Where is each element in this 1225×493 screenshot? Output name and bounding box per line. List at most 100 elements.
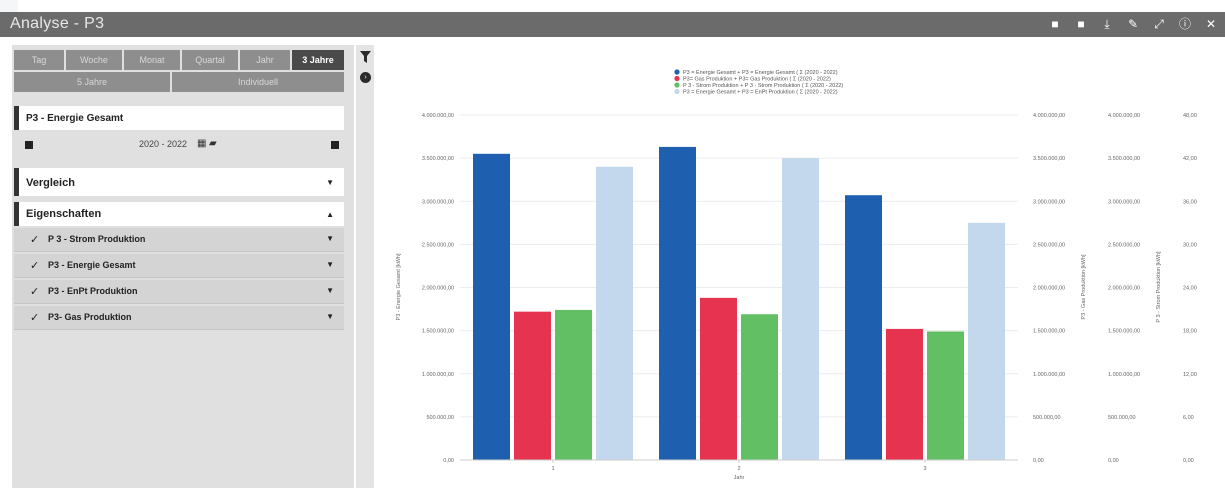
expand-icon[interactable]: ⤢	[1154, 17, 1164, 31]
property-item[interactable]: ✓ P3 - EnPt Produktion ▼	[14, 280, 344, 304]
chevron-down-icon[interactable]: ▼	[326, 312, 334, 321]
y-right-tick-label: 48,00	[1183, 113, 1197, 119]
eigenschaften-title: Eigenschaften	[26, 208, 102, 220]
chevron-down-icon[interactable]: ▼	[326, 178, 334, 187]
close-icon[interactable]: ✕	[1205, 17, 1217, 31]
chart-axes: 0,00 500.000,00 1.000.000,00 1.500.000,00 2.…	[396, 113, 1197, 481]
x-axis-label: Jahr	[734, 475, 745, 481]
check-icon[interactable]: ✓	[30, 260, 40, 272]
y-right-tick-label: 0,00	[1033, 458, 1044, 464]
y-right-tick-label: 36,00	[1183, 199, 1197, 205]
legend-marker	[674, 82, 680, 88]
y-right-tick-label: 0,00	[1183, 458, 1194, 464]
vergleich-title: Vergleich	[26, 177, 75, 189]
y-right-tick-label: 1.500.000,00	[1033, 329, 1065, 335]
bookmark-add-icon[interactable]: ■	[1077, 17, 1085, 31]
vergleich-section[interactable]: Vergleich ▼	[14, 168, 344, 196]
bar	[596, 166, 633, 460]
period-individuell-button[interactable]: Individuell	[172, 72, 344, 92]
chevron-down-icon[interactable]: ▼	[326, 260, 334, 269]
y-right-tick-label: 2.000.000,00	[1033, 286, 1065, 292]
y-right-tick-label: 1.000.000,00	[1108, 372, 1140, 378]
y-tick-label: 3.500.000,00	[422, 156, 454, 162]
chevron-right-circle-icon[interactable]: ›	[360, 72, 371, 83]
title-actions: ■ ■ ⤓ ✎ ⤢ ⓘ ✕	[1047, 16, 1219, 32]
window-title: Analyse - P3	[10, 15, 105, 32]
bar	[886, 328, 923, 460]
bar	[927, 331, 964, 460]
eigenschaften-section[interactable]: Eigenschaften ▲	[14, 202, 344, 226]
y-tick-label: 0,00	[443, 458, 454, 464]
bar	[845, 195, 882, 460]
period-3-jahre-button[interactable]: 3 Jahre	[292, 50, 344, 70]
bar	[782, 158, 819, 460]
y-right-tick-label: 4.000.000,00	[1033, 113, 1065, 119]
lock-icon[interactable]: ▰	[209, 138, 217, 149]
legend-marker	[674, 69, 680, 75]
legend-marker	[674, 75, 680, 82]
y-right-tick-label: 2.000.000,00	[1108, 286, 1140, 292]
download-icon[interactable]: ⤓	[1104, 17, 1110, 31]
y-right-tick-label: 24,00	[1183, 286, 1197, 292]
y-right-tick-label: 2.500.000,00	[1033, 242, 1065, 248]
bookmark-icon[interactable]: ■	[1051, 17, 1059, 31]
prev-period-icon[interactable]	[25, 141, 33, 149]
bar	[700, 297, 737, 460]
calendar-icon[interactable]: ▦	[197, 138, 207, 149]
y-right-tick-label: 500.000,00	[1108, 415, 1136, 421]
chevron-down-icon[interactable]: ▼	[326, 286, 334, 295]
y-right-tick-label: 42,00	[1183, 156, 1197, 162]
period-row-2: 5 Jahre Individuell	[14, 72, 344, 92]
legend-label: P3= Gas Produktion + P3= Gas Produktion …	[683, 77, 831, 83]
check-icon[interactable]: ✓	[30, 312, 40, 324]
legend-label: P3 = Energie Gesamt + P3 = EnPt Produkti…	[683, 90, 838, 96]
y-tick-label: 500.000,00	[426, 415, 454, 421]
edit-icon[interactable]: ✎	[1127, 17, 1139, 31]
property-item[interactable]: ✓ P3- Gas Produktion ▼	[14, 306, 344, 330]
y-right-axis-label: P3 - Gas Produktion [kWh]	[1081, 254, 1087, 320]
y-right-tick-label: 6,00	[1183, 415, 1194, 421]
chevron-up-icon[interactable]: ▲	[326, 210, 334, 219]
period-5-jahre-button[interactable]: 5 Jahre	[14, 72, 170, 92]
chevron-down-icon[interactable]: ▼	[326, 234, 334, 243]
section-marker	[14, 202, 19, 226]
property-label: P3 - EnPt Produktion	[48, 286, 138, 296]
y-tick-label: 3.000.000,00	[422, 199, 454, 205]
y-right-tick-label: 4.000.000,00	[1108, 113, 1140, 119]
period-quartal-button[interactable]: Quartal	[182, 50, 238, 70]
period-monat-button[interactable]: Monat	[124, 50, 180, 70]
property-item[interactable]: ✓ P 3 - Strom Produktion ▼	[14, 228, 344, 252]
info-icon[interactable]: ⓘ	[1178, 17, 1191, 31]
legend-marker	[674, 88, 680, 95]
y-axis-label: P3 - Energie Gesamt [kWh]	[396, 253, 402, 320]
legend-label: P3 = Energie Gesamt + P3 = Energie Gesam…	[683, 70, 838, 76]
period-jahr-button[interactable]: Jahr	[240, 50, 290, 70]
x-tick-label: 1	[551, 466, 554, 472]
y-right-tick-label: 0,00	[1108, 458, 1119, 464]
period-tag-button[interactable]: Tag	[14, 50, 64, 70]
y-right-tick-label: 2.500.000,00	[1108, 242, 1140, 248]
bar-chart: P3 = Energie Gesamt + P3 = Energie Gesam…	[396, 69, 1197, 481]
bar	[555, 309, 592, 460]
y-tick-label: 2.000.000,00	[422, 286, 454, 292]
bar	[473, 153, 510, 460]
section-marker	[14, 168, 19, 196]
y-right-tick-label: 18,00	[1183, 329, 1197, 335]
y-right-tick-label: 3.000.000,00	[1033, 199, 1065, 205]
y-tick-label: 1.500.000,00	[422, 329, 454, 335]
y-right-tick-label: 12,00	[1183, 372, 1197, 378]
measure-title: P3 - Energie Gesamt	[26, 113, 124, 124]
bar	[741, 314, 778, 460]
check-icon[interactable]: ✓	[30, 286, 40, 298]
next-period-icon[interactable]	[331, 141, 339, 149]
measure-header[interactable]: P3 - Energie Gesamt	[14, 106, 344, 130]
check-icon[interactable]: ✓	[30, 234, 40, 246]
bar	[968, 222, 1005, 460]
filter-icon[interactable]	[360, 51, 371, 64]
period-woche-button[interactable]: Woche	[66, 50, 122, 70]
x-tick-label: 2	[737, 466, 740, 472]
y-right-tick-label: 1.000.000,00	[1033, 372, 1065, 378]
property-item[interactable]: ✓ P3 - Energie Gesamt ▼	[14, 254, 344, 278]
y-right-tick-label: 3.000.000,00	[1108, 199, 1140, 205]
chart-toolstrip: ›	[356, 45, 374, 488]
